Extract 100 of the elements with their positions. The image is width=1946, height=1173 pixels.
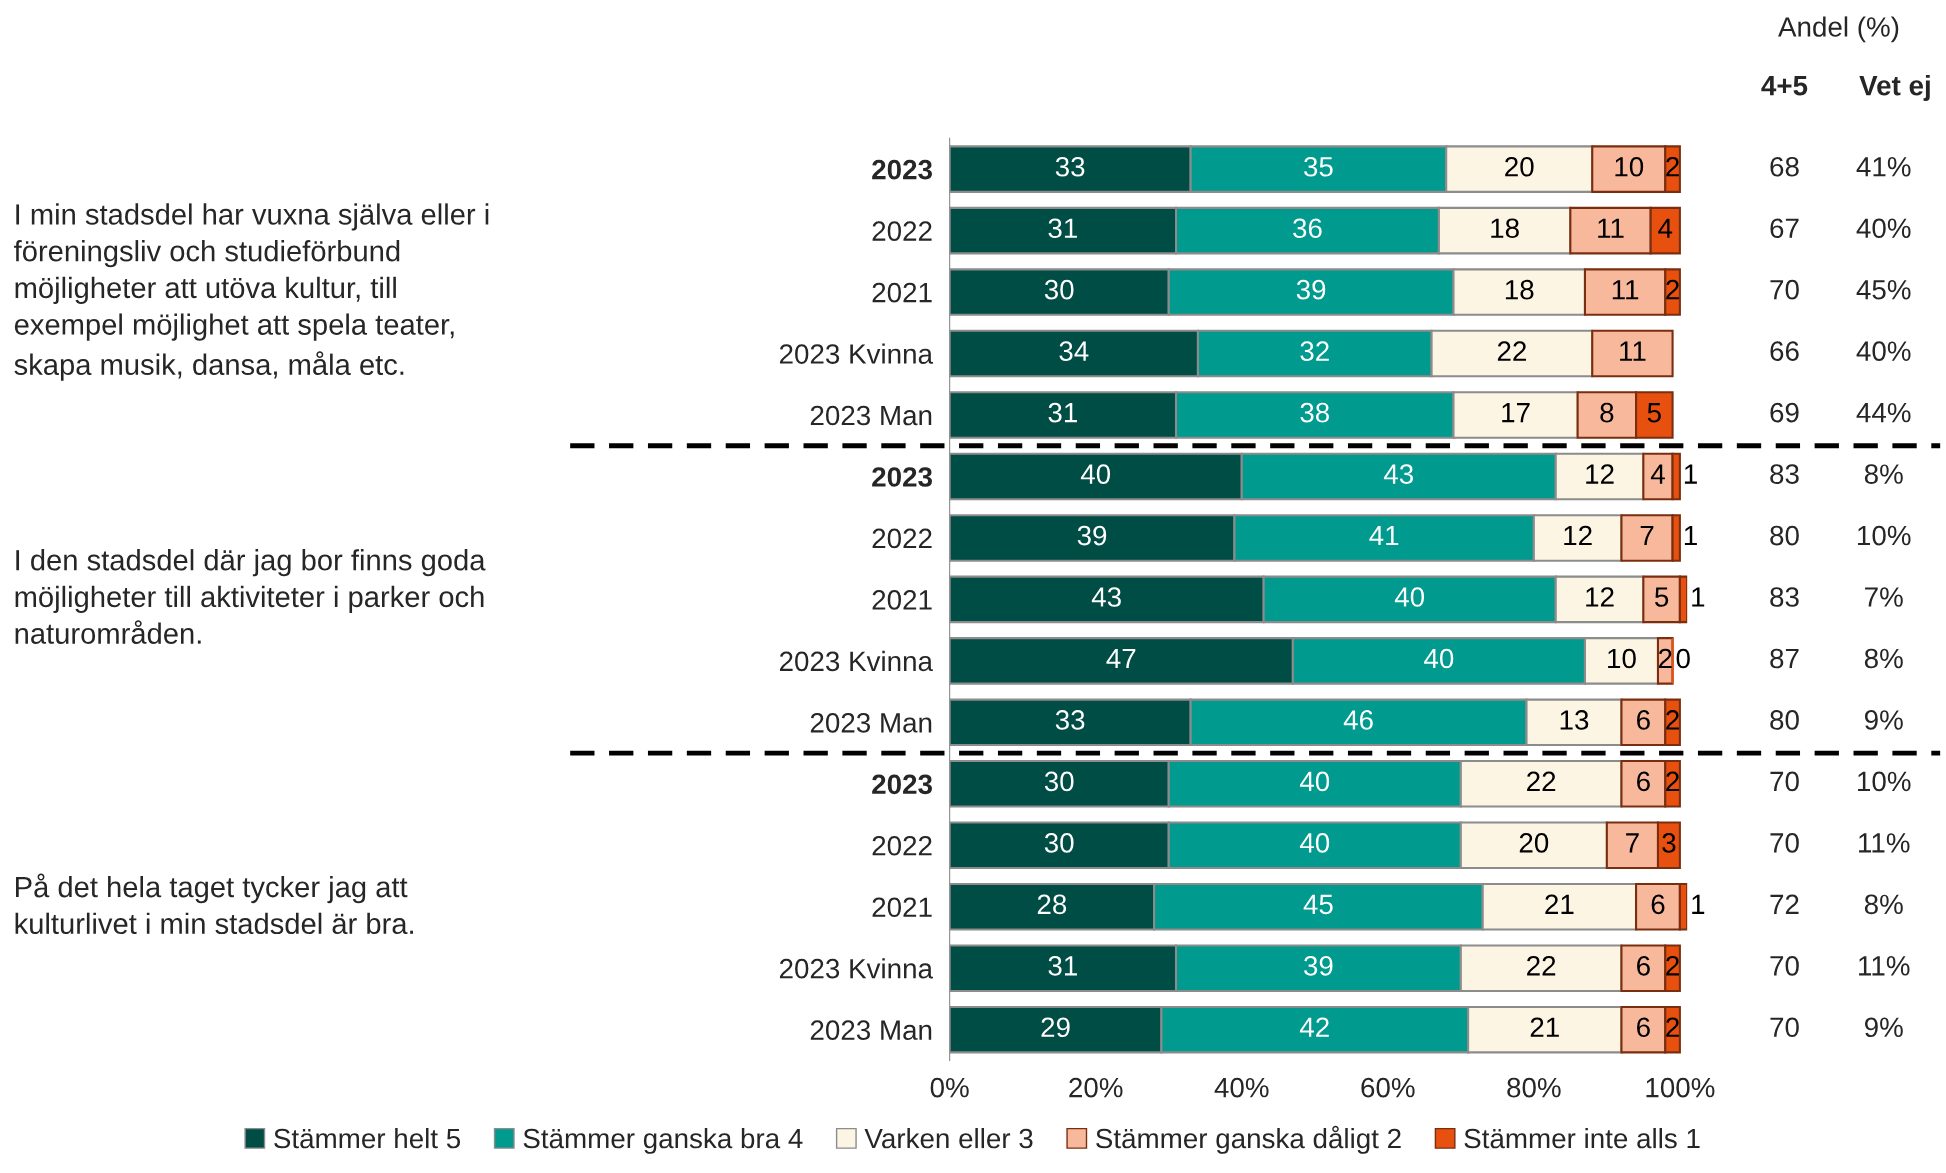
- data-label: 39: [1304, 955, 1333, 976]
- data-label: 11: [1612, 280, 1639, 300]
- data-label: 32: [1300, 341, 1329, 361]
- y-tick-label: 2023 Kvinna: [779, 958, 933, 979]
- data-label: 35: [1304, 156, 1333, 177]
- data-label: 1: [1684, 464, 1697, 484]
- text: 10%: [1858, 771, 1911, 792]
- data-label: 41: [1369, 526, 1399, 546]
- data-label: 40: [1299, 833, 1330, 853]
- data-label: 2: [1666, 156, 1679, 177]
- data-label: 6: [1637, 1017, 1650, 1038]
- y-tick-label: 2023: [872, 159, 932, 180]
- x-tick-label: 100%: [1646, 1077, 1715, 1098]
- x-tick-label: 80%: [1507, 1077, 1561, 1098]
- bar: [1591, 329, 1674, 378]
- text: 41%: [1856, 157, 1911, 177]
- data-label: 21: [1545, 894, 1574, 914]
- data-label: 39: [1296, 279, 1326, 300]
- data-label: 12: [1564, 525, 1592, 546]
- text: Andel (%): [1778, 16, 1899, 43]
- data-label: 11: [1620, 341, 1646, 361]
- data-label: 40: [1299, 771, 1330, 792]
- data-label: 6: [1637, 710, 1650, 730]
- text: 83: [1770, 464, 1799, 484]
- legend-label: Stämmer ganska bra 4: [523, 1127, 803, 1154]
- data-label: 4: [1650, 464, 1665, 484]
- y-tick-label: 2023 Man: [810, 405, 932, 426]
- text: 70: [1770, 955, 1799, 976]
- text: I min stadsdel har vuxna själva eller i föreningsliv och studieförbund möjligheter att utöva kultur, till exempel möjlighet att spela teater, skapa musik, dansa, måla etc.: [14, 203, 489, 381]
- data-label: 6: [1651, 894, 1665, 915]
- x-tick-label: 60%: [1361, 1077, 1415, 1098]
- text: 44%: [1856, 402, 1911, 423]
- data-label: 6: [1637, 955, 1650, 976]
- y-tick-label: 2021: [872, 282, 932, 303]
- data-label: 38: [1300, 402, 1330, 423]
- y-tick-label: 2021: [872, 897, 932, 918]
- data-label: 5: [1655, 587, 1669, 607]
- text: I den stadsdel där jag bor finns goda möjligheter till aktiviteter i parker och naturområden.: [15, 549, 486, 644]
- data-label: 22: [1527, 955, 1556, 976]
- data-label: 33: [1055, 156, 1085, 177]
- data-label: 20: [1505, 156, 1534, 177]
- data-label: 31: [1048, 218, 1077, 239]
- data-label: 13: [1560, 710, 1589, 730]
- legend-label: Stämmer helt 5: [274, 1127, 461, 1149]
- data-label: 0: [1676, 648, 1690, 669]
- y-tick-label: 2023: [872, 774, 932, 795]
- data-label: 40: [1424, 648, 1454, 669]
- text: 70: [1770, 279, 1799, 300]
- x-tick-label: 40%: [1214, 1077, 1269, 1098]
- data-label: 2: [1666, 710, 1679, 730]
- y-tick-label: 2022: [872, 528, 932, 549]
- text: 9%: [1864, 1017, 1903, 1038]
- text: 8%: [1864, 894, 1903, 915]
- text: 67: [1770, 218, 1799, 239]
- text: 11%: [1859, 833, 1910, 853]
- data-label: 39: [1077, 525, 1107, 546]
- data-label: 10: [1615, 156, 1644, 177]
- data-label: 30: [1044, 279, 1074, 300]
- text: 8%: [1864, 464, 1903, 484]
- text: 70: [1770, 1017, 1799, 1038]
- text: På det hela taget tycker jag att kulturlivet i min stadsdel är bra.: [15, 873, 413, 935]
- text: 10%: [1858, 525, 1911, 546]
- text: 83: [1770, 587, 1799, 607]
- text: 80: [1770, 710, 1799, 730]
- y-tick-label: 2023: [872, 467, 932, 487]
- text: 66: [1770, 341, 1799, 361]
- data-label: 45: [1303, 894, 1333, 915]
- text: 70: [1770, 833, 1799, 853]
- text: 68: [1770, 156, 1799, 177]
- data-label: 30: [1044, 833, 1074, 853]
- data-label: 43: [1091, 587, 1121, 607]
- data-label: 2: [1658, 648, 1672, 669]
- text: 40%: [1856, 218, 1911, 239]
- data-label: 2: [1666, 1017, 1679, 1037]
- y-tick-label: 2023 Man: [810, 1020, 932, 1040]
- text: 87: [1770, 648, 1799, 669]
- y-tick-label: 2022: [872, 835, 932, 856]
- y-tick-label: 2022: [872, 221, 932, 241]
- text: 11%: [1859, 956, 1910, 976]
- y-tick-label: 2021: [872, 590, 932, 610]
- data-label: 18: [1505, 279, 1534, 300]
- data-label: 4: [1658, 218, 1673, 238]
- data-label: 11: [1598, 218, 1624, 238]
- data-label: 28: [1037, 894, 1067, 915]
- text: Vet ej: [1859, 75, 1930, 101]
- x-tick-label: 20%: [1069, 1077, 1123, 1098]
- text: 70: [1770, 771, 1799, 792]
- data-label: 30: [1044, 771, 1074, 792]
- data-label: 5: [1647, 403, 1661, 423]
- data-label: 8: [1600, 402, 1614, 423]
- data-label: 34: [1059, 341, 1089, 361]
- text: 69: [1770, 402, 1799, 423]
- data-label: 3: [1662, 833, 1676, 853]
- data-label: 36: [1293, 218, 1322, 239]
- data-label: 40: [1394, 587, 1425, 607]
- data-label: 1: [1684, 526, 1697, 546]
- data-label: 29: [1041, 1017, 1070, 1038]
- y-tick-label: 2023 Man: [810, 713, 932, 733]
- data-label: 10: [1608, 648, 1636, 669]
- data-label: 22: [1527, 771, 1556, 791]
